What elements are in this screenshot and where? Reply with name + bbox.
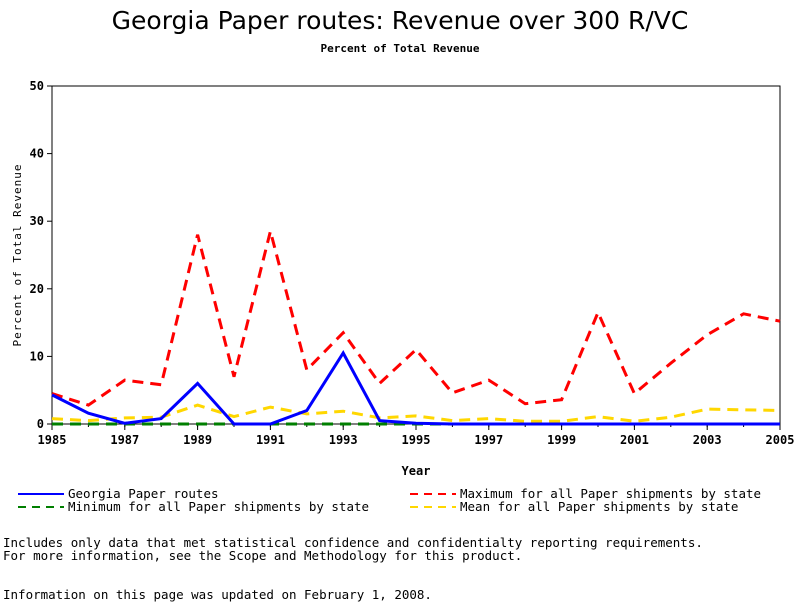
y-tick-label: 10 bbox=[30, 349, 44, 363]
footnote-line-2: For more information, see the Scope and … bbox=[3, 548, 523, 563]
legend-label-1: Maximum for all Paper shipments by state bbox=[460, 486, 761, 501]
x-tick-label: 1995 bbox=[402, 433, 431, 447]
x-tick-label: 2001 bbox=[620, 433, 649, 447]
x-tick-label: 1993 bbox=[329, 433, 358, 447]
y-tick-label: 40 bbox=[30, 147, 44, 161]
x-tick-label: 2003 bbox=[693, 433, 722, 447]
footnote-line-1: Includes only data that met statistical … bbox=[3, 535, 703, 550]
y-tick-label: 20 bbox=[30, 282, 44, 296]
x-tick-label: 1987 bbox=[110, 433, 139, 447]
chart-title: Georgia Paper routes: Revenue over 300 R… bbox=[111, 6, 689, 35]
y-tick-label: 50 bbox=[30, 79, 44, 93]
x-tick-label: 2005 bbox=[766, 433, 795, 447]
series-line-0 bbox=[51, 350, 780, 426]
x-tick-label: 1991 bbox=[256, 433, 285, 447]
y-tick-label: 0 bbox=[37, 417, 44, 431]
y-tick-label: 30 bbox=[30, 214, 44, 228]
x-tick-label: 1985 bbox=[38, 433, 67, 447]
x-axis-label: Year bbox=[402, 464, 431, 478]
chart-subtitle: Percent of Total Revenue bbox=[320, 42, 480, 55]
series-line-3 bbox=[51, 403, 781, 423]
legend-label-3: Mean for all Paper shipments by state bbox=[460, 499, 738, 514]
x-tick-label: 1997 bbox=[474, 433, 503, 447]
updated-note: Information on this page was updated on … bbox=[3, 587, 432, 602]
series-line-1 bbox=[51, 230, 781, 407]
legend-label-0: Georgia Paper routes bbox=[68, 486, 219, 501]
plot-frame bbox=[51, 85, 781, 425]
x-tick-label: 1989 bbox=[183, 433, 212, 447]
x-tick-label: 1999 bbox=[547, 433, 576, 447]
y-axis-label: Percent of Total Revenue bbox=[11, 164, 24, 347]
legend-label-2: Minimum for all Paper shipments by state bbox=[68, 499, 369, 514]
